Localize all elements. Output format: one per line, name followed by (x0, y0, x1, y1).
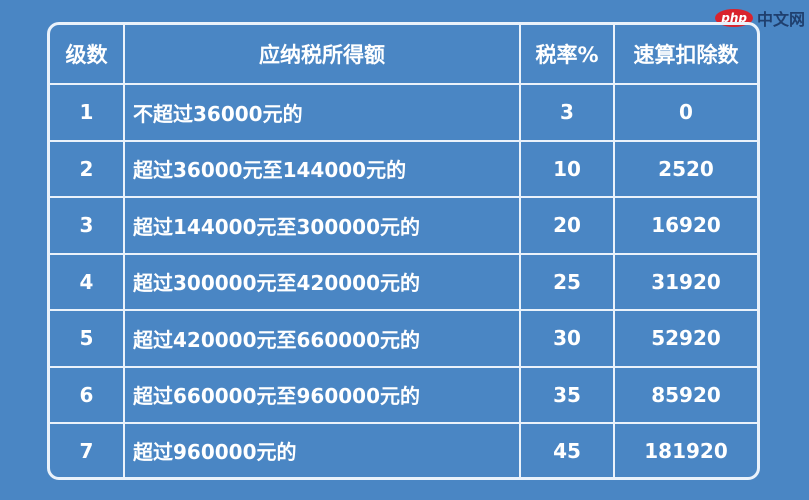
cell-level: 6 (50, 367, 125, 425)
cell-tax-rate: 25 (521, 254, 615, 312)
cell-tax-rate: 35 (521, 367, 615, 425)
tax-rate-table: 级数 应纳税所得额 税率% 速算扣除数 1 不超过36000元的 3 0 2 超过3600… (47, 22, 760, 480)
cell-level: 1 (50, 85, 125, 142)
cell-taxable-income: 超过300000元至420000元的 (125, 254, 521, 312)
cell-tax-rate: 30 (521, 311, 615, 368)
table-row: 1 不超过36000元的 3 0 (50, 85, 757, 142)
table-header-row: 级数 应纳税所得额 税率% 速算扣除数 (50, 25, 757, 85)
header-taxable-income: 应纳税所得额 (125, 25, 521, 85)
cell-quick-deduction: 2520 (615, 142, 757, 199)
cell-taxable-income: 超过36000元至144000元的 (125, 141, 521, 199)
watermark-text: 中文网 (756, 10, 805, 29)
cell-taxable-income: 不超过36000元的 (125, 85, 521, 142)
table-row: 6 超过660000元至960000元的 35 85920 (50, 367, 757, 425)
cell-quick-deduction: 181920 (644, 438, 728, 463)
cell-quick-deduction: 31920 (615, 255, 757, 312)
cell-tax-rate: 3 (521, 85, 615, 142)
cell-tax-rate: 45 (521, 424, 615, 477)
cell-level: 4 (50, 254, 125, 312)
table-row: 5 超过420000元至660000元的 30 52920 (50, 311, 757, 368)
cell-level: 7 (50, 424, 125, 477)
cell-level: 3 (50, 198, 125, 255)
cell-quick-deduction: 85920 (615, 368, 757, 425)
cell-level: 2 (50, 141, 125, 199)
cell-taxable-income: 超过144000元至300000元的 (125, 198, 521, 255)
cell-quick-deduction: 0 (615, 85, 757, 142)
cell-tax-rate: 10 (521, 141, 615, 199)
cell-taxable-income: 超过960000元的 (125, 424, 521, 477)
cell-level: 5 (50, 311, 125, 368)
cell-taxable-income: 超过420000元至660000元的 (125, 311, 521, 368)
header-quick-deduction: 速算扣除数 (615, 25, 757, 85)
table-row: 3 超过144000元至300000元的 20 16920 (50, 198, 757, 255)
cell-quick-deduction: 16920 (615, 198, 757, 255)
table-row: 4 超过300000元至420000元的 25 31920 (50, 254, 757, 312)
header-tax-rate: 税率% (521, 25, 615, 85)
table-row: 2 超过36000元至144000元的 10 2520 (50, 141, 757, 199)
cell-quick-deduction: 52920 (615, 311, 757, 368)
cell-taxable-income: 超过660000元至960000元的 (125, 367, 521, 425)
cell-tax-rate: 20 (521, 198, 615, 255)
header-level: 级数 (50, 25, 125, 85)
table-row: 7 超过960000元的 45 181920 (50, 424, 757, 477)
